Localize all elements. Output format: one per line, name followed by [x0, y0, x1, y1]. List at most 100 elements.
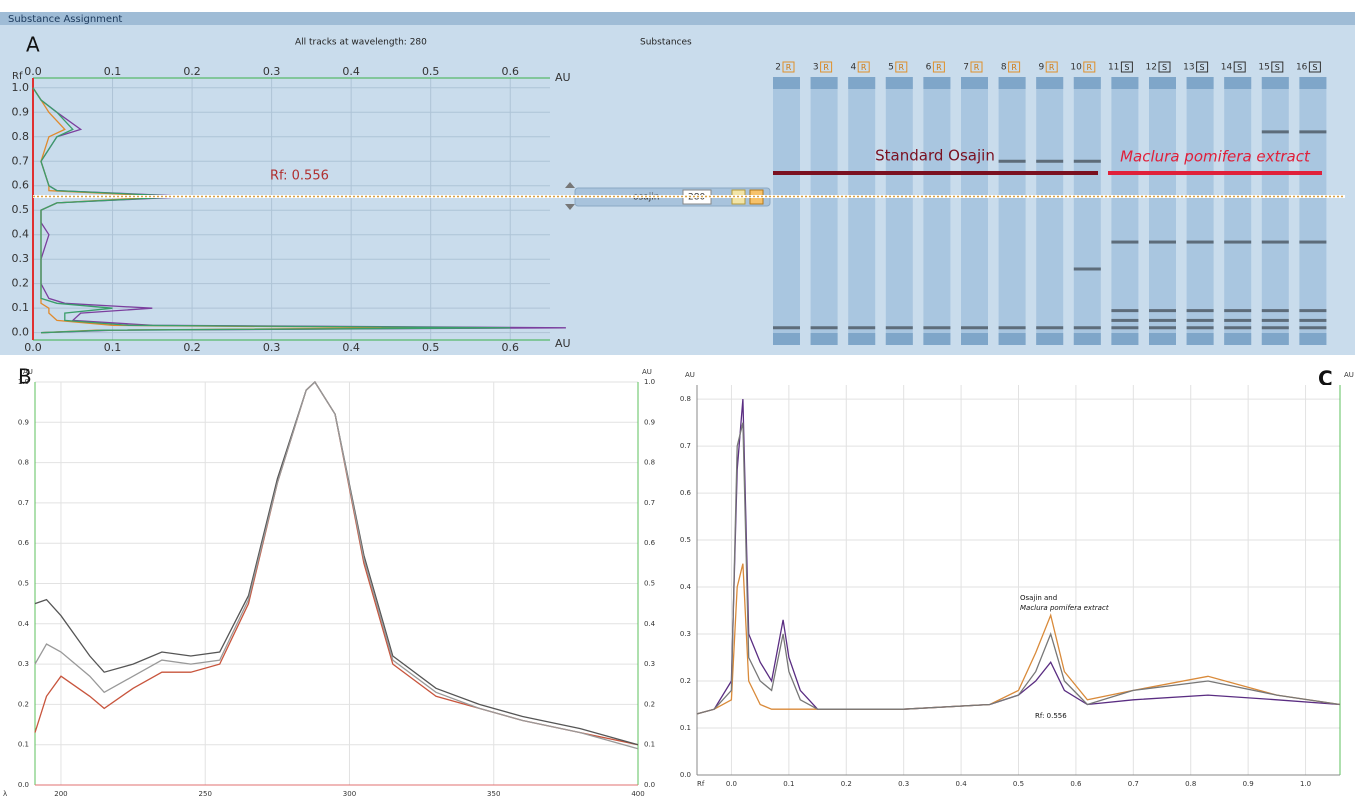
x-tick-label: 250	[199, 790, 212, 798]
figure: Substance Assignment A B C All tracks at…	[0, 0, 1355, 800]
x-tick-label: 0.4	[956, 780, 968, 788]
window-title: Substance Assignment	[8, 14, 122, 25]
band	[1187, 241, 1214, 244]
y-tick-label: 0.4	[680, 583, 692, 591]
band	[1262, 309, 1289, 312]
panel-label: A	[26, 33, 40, 57]
axis-label: AU	[685, 371, 695, 379]
track-badge: R	[899, 63, 905, 72]
track-badge: S	[1275, 63, 1280, 72]
track-lane	[1187, 77, 1214, 345]
y-tick-label: 1.0	[18, 378, 29, 386]
track-cap	[886, 77, 913, 89]
track-number: 8	[1001, 63, 1007, 73]
track-lane	[1074, 77, 1101, 345]
y-tick-label: 0.3	[644, 660, 655, 668]
band	[1262, 130, 1289, 133]
y-tick-label: 0.5	[644, 580, 655, 588]
track-badge: R	[936, 63, 942, 72]
group-label: Maclura pomifera extract	[1120, 148, 1311, 166]
band	[1111, 319, 1138, 322]
y-tick-label: 0.2	[18, 700, 29, 708]
x-tick-label: 0.7	[12, 154, 30, 167]
track-number: 10	[1070, 63, 1082, 73]
y-tick-label: 0.1	[680, 724, 691, 732]
track-cap	[848, 333, 875, 345]
y-tick-label: 0.5	[422, 341, 440, 354]
track-badge: S	[1162, 63, 1167, 72]
band	[1036, 160, 1063, 163]
band	[1224, 309, 1251, 312]
band	[961, 326, 988, 329]
track-cap	[1224, 333, 1251, 345]
track-cap	[961, 77, 988, 89]
track-cap	[923, 77, 950, 89]
track-cap	[1187, 77, 1214, 89]
page: {"ui": {"window_title": "Substance Assig…	[0, 0, 1355, 800]
x-tick-label: 0.0	[12, 326, 30, 339]
track-number: 12	[1146, 63, 1157, 73]
track-number: 13	[1183, 63, 1194, 73]
track-number: 5	[888, 63, 894, 73]
band	[1224, 241, 1251, 244]
y-tick-label: 0.2	[644, 700, 655, 708]
x-tick-label: 0.1	[12, 301, 30, 314]
x-tick-label: 0.7	[1128, 780, 1139, 788]
track-lane	[773, 77, 800, 345]
track-cap	[1224, 77, 1251, 89]
track-lane	[848, 77, 875, 345]
track-cap	[1299, 333, 1326, 345]
y-tick-label: 0.0	[18, 781, 29, 789]
track-number: 4	[850, 63, 856, 73]
track-number: 3	[813, 63, 819, 73]
track-badge: R	[823, 63, 829, 72]
y-tick-label: 0.9	[18, 418, 29, 426]
track-cap	[886, 333, 913, 345]
track-cap	[923, 333, 950, 345]
axis-label: Rf	[697, 780, 705, 788]
y-tick-label: 0.4	[342, 341, 360, 354]
y-tick-label: 0.3	[18, 660, 29, 668]
track-badge: R	[1011, 63, 1017, 72]
y-tick-label: 0.0	[24, 65, 42, 78]
track-badge: S	[1124, 63, 1129, 72]
x-tick-label: 400	[631, 790, 644, 798]
x-tick-label: 0.5	[12, 203, 30, 216]
x-tick-label: 0.2	[12, 277, 30, 290]
track-number: 15	[1258, 63, 1269, 73]
band	[1187, 319, 1214, 322]
band	[923, 326, 950, 329]
y-tick-label: 0.5	[18, 580, 29, 588]
track-lane	[1224, 77, 1251, 345]
track-cap	[1299, 77, 1326, 89]
band	[1074, 326, 1101, 329]
band	[1149, 309, 1176, 312]
title-bar	[0, 12, 1355, 25]
band	[1224, 319, 1251, 322]
x-tick-label: 1.0	[1300, 780, 1311, 788]
band	[1262, 319, 1289, 322]
y-tick-label: 0.0	[24, 341, 42, 354]
band	[1187, 309, 1214, 312]
track-cap	[773, 333, 800, 345]
y-tick-label: 0.1	[644, 741, 655, 749]
track-number: 16	[1296, 63, 1308, 73]
y-tick-label: 0.6	[501, 65, 519, 78]
track-lane	[1262, 77, 1289, 345]
x-tick-label: 1.0	[12, 81, 30, 94]
band	[999, 160, 1026, 163]
track-badge: S	[1200, 63, 1205, 72]
band	[1299, 130, 1326, 133]
track-number: 9	[1038, 63, 1044, 73]
track-badge: S	[1237, 63, 1242, 72]
group-label: Standard Osajin	[875, 147, 995, 165]
track-cap	[1074, 333, 1101, 345]
substances-header: Substances	[640, 38, 692, 48]
track-cap	[811, 77, 838, 89]
y-tick-label: 0.6	[644, 539, 656, 547]
axis-label: λ	[3, 790, 7, 798]
x-tick-label: 0.0	[726, 780, 737, 788]
band	[848, 326, 875, 329]
track-cap	[1187, 333, 1214, 345]
y-tick-label: 0.8	[680, 395, 691, 403]
